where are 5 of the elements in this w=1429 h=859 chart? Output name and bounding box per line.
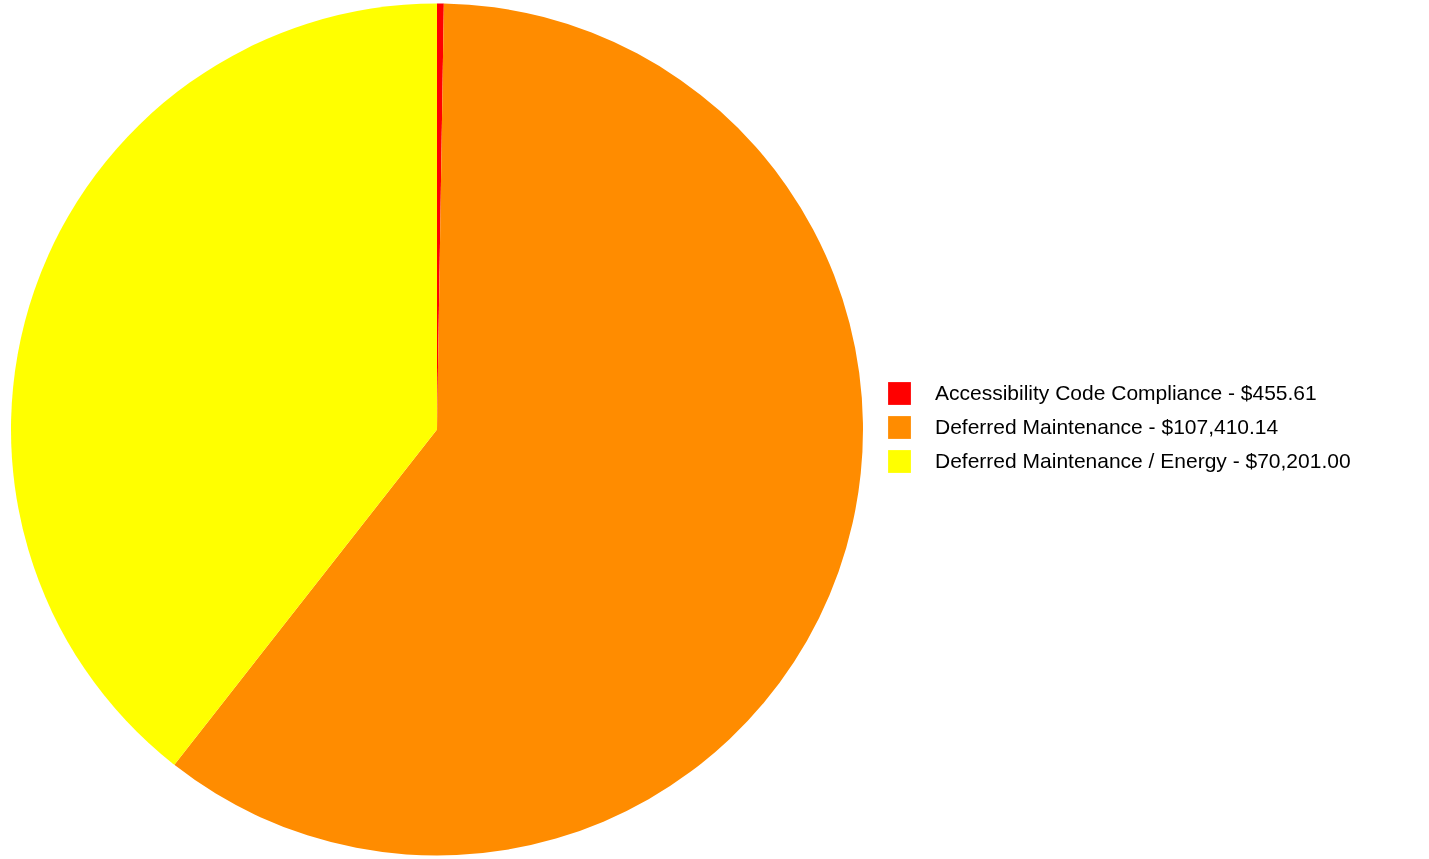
legend-label: Deferred Maintenance / Energy - $70,201.00: [935, 448, 1351, 472]
legend-label: Deferred Maintenance - $107,410.14: [935, 414, 1279, 438]
pie-slice: [174, 3, 863, 856]
pie-slice: [11, 3, 437, 765]
legend-label: Accessibility Code Compliance - $455.61: [935, 380, 1317, 404]
